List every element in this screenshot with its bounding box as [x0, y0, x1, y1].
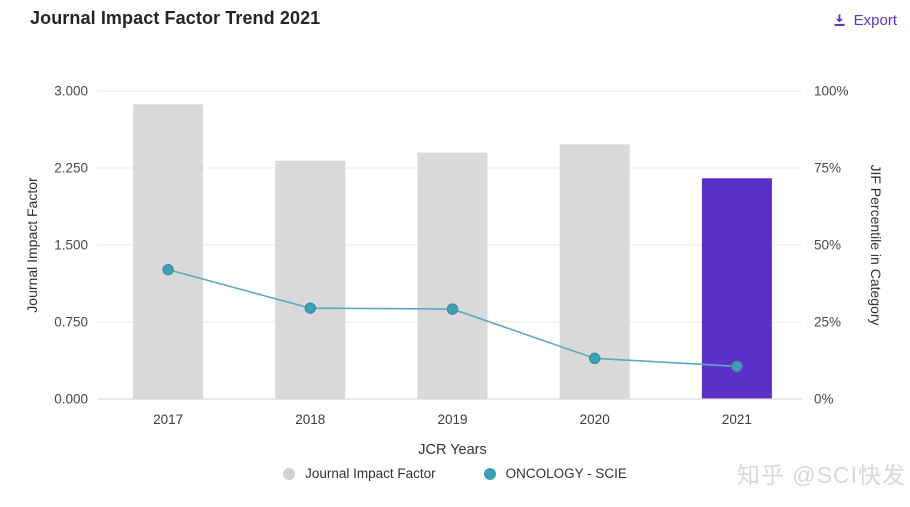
legend-item[interactable]: Journal Impact Factor: [283, 466, 436, 481]
x-tick-label-2017: 2017: [153, 412, 183, 427]
left-axis-tick-label: 0.750: [54, 315, 88, 330]
right-axis-tick-label: 100%: [814, 84, 849, 99]
legend-item[interactable]: ONCOLOGY - SCIE: [483, 466, 627, 481]
jif-trend-chart: 3.000 100% 2.250 75% 1.500 50% 0.750 25% 0.000 0%…: [54, 84, 849, 459]
x-tick-label-2019: 2019: [437, 412, 467, 427]
bar-2018[interactable]: [275, 160, 346, 399]
legend-dot-icon: [283, 467, 296, 480]
right-axis-tick-label: 75%: [814, 161, 841, 176]
export-label: Export: [853, 12, 897, 29]
x-axis-title: JCR Years: [418, 442, 487, 458]
legend-label: Journal Impact Factor: [305, 466, 436, 481]
download-icon: [832, 13, 847, 28]
point-2020[interactable]: [589, 352, 601, 365]
page-title: Journal Impact Factor Trend 2021: [30, 8, 321, 28]
left-axis-tick-label: 0.000: [54, 392, 88, 407]
watermark: 知乎 @SCI快发: [736, 462, 906, 488]
left-axis-tick-label: 2.250: [54, 161, 88, 176]
right-axis-tick-label: 25%: [814, 315, 841, 330]
x-tick-label-2018: 2018: [295, 412, 325, 427]
right-axis-title: JIF Percentile in Category: [868, 164, 884, 326]
left-axis-title: Journal Impact Factor: [24, 177, 40, 313]
chart-legend: Journal Impact Factor ONCOLOGY - SCIE: [0, 466, 910, 481]
bar-2019[interactable]: [417, 152, 488, 399]
bar-2017[interactable]: [133, 104, 204, 399]
point-2019[interactable]: [446, 303, 459, 315]
export-button[interactable]: Export: [828, 10, 901, 31]
right-axis-tick-label: 0%: [814, 392, 834, 407]
legend-dot-icon: [483, 467, 496, 480]
point-2018[interactable]: [304, 302, 316, 314]
point-2021[interactable]: [731, 360, 743, 373]
x-tick-label-2020: 2020: [580, 412, 610, 427]
point-2017[interactable]: [162, 263, 174, 276]
right-axis-tick-label: 50%: [814, 238, 841, 253]
x-tick-label-2021: 2021: [722, 412, 752, 427]
left-axis-tick-label: 1.500: [54, 238, 88, 253]
legend-label: ONCOLOGY - SCIE: [505, 466, 627, 481]
left-axis-tick-label: 3.000: [54, 84, 88, 99]
